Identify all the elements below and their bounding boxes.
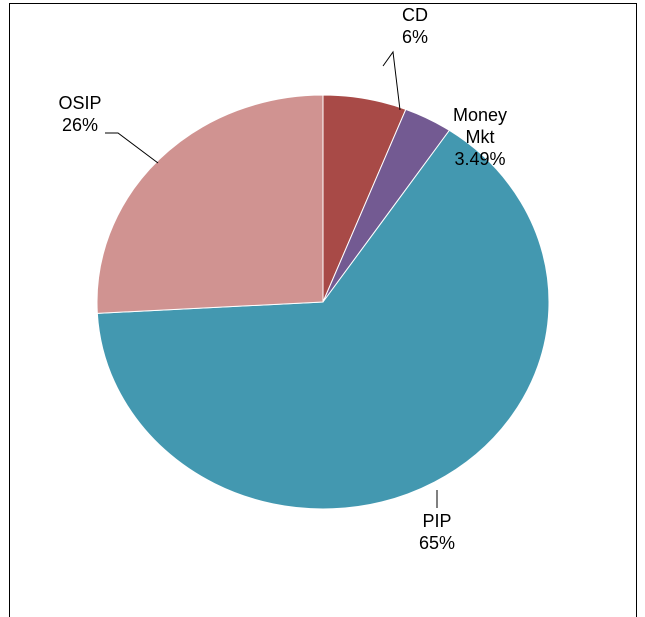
value-label: 6% xyxy=(401,27,429,47)
category-label: OSIP xyxy=(58,93,102,113)
value-label: 26% xyxy=(61,115,99,135)
chart-frame xyxy=(9,3,637,617)
leader-line xyxy=(382,50,401,111)
category-label: Money Mkt xyxy=(452,105,508,147)
slice-label: Money Mkt 3.49% xyxy=(440,104,520,170)
leader-line xyxy=(105,132,159,164)
slice-label: OSIP 26% xyxy=(58,92,101,136)
pie-slice xyxy=(96,129,550,510)
value-label: 65% xyxy=(418,533,456,553)
category-label: PIP xyxy=(422,511,452,531)
slice-label: PIP 65% xyxy=(419,510,455,554)
value-label: 3.49% xyxy=(454,149,506,169)
pie-slice xyxy=(96,94,324,314)
slice-label: CD 6% xyxy=(402,4,428,48)
category-label: CD xyxy=(401,5,428,25)
